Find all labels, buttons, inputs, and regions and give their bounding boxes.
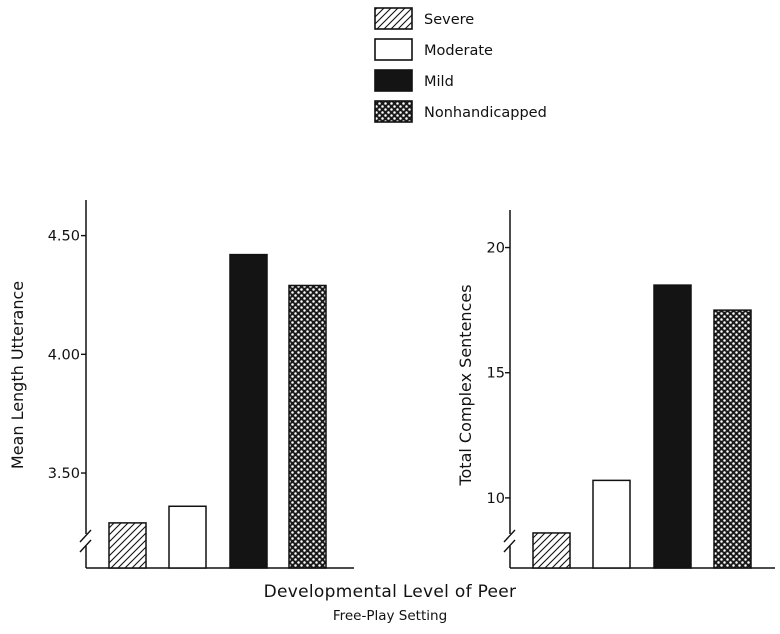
left-bar-severe	[108, 522, 147, 569]
legend-swatch-severe	[374, 7, 413, 30]
right-bar-nonhandicapped	[713, 309, 752, 569]
left-chart-y-axis-label: Mean Length Utterance	[8, 281, 27, 469]
right-bar-mild	[653, 284, 692, 569]
right-axis-break-mark	[503, 539, 516, 553]
left-chart-bars	[108, 253, 327, 569]
right-axis-break-mark	[503, 529, 516, 543]
legend-label-nonhandicapped: Nonhandicapped	[424, 105, 547, 121]
legend-swatch-nonhandicapped	[374, 100, 413, 123]
right-y-tick-label: 20	[487, 241, 505, 257]
left-axis-break-mark	[79, 539, 92, 553]
legend-swatch-moderate	[374, 38, 413, 61]
left-y-tick-label: 4.50	[48, 229, 80, 245]
chart-subtitle: Free-Play Setting	[332, 608, 448, 624]
left-axis-break-mark	[79, 529, 92, 543]
chart-right-total-complex-sentences: 10 15 20 Total Complex Sentences	[456, 210, 775, 569]
right-chart-y-axis-label: Total Complex Sentences	[456, 284, 475, 486]
left-chart-ticks: 3.50 4.00 4.50	[48, 229, 86, 482]
left-y-tick-label: 4.00	[48, 347, 80, 363]
chart-left-mean-length-utterance: 3.50 4.00 4.50 Mean Length Utterance	[8, 200, 354, 569]
legend-label-moderate: Moderate	[424, 43, 493, 59]
left-y-tick-label: 3.50	[48, 466, 80, 482]
right-y-tick-label: 10	[487, 491, 505, 507]
right-bar-severe	[532, 532, 571, 569]
right-y-tick-label: 15	[487, 366, 505, 382]
legend: Severe Moderate Mild Nonhandicapped	[374, 7, 547, 123]
legend-label-severe: Severe	[424, 12, 474, 28]
left-bar-mild	[229, 253, 268, 569]
x-axis-label: Developmental Level of Peer	[263, 582, 517, 602]
right-chart-bars	[532, 284, 752, 569]
left-bar-nonhandicapped	[288, 284, 327, 569]
legend-swatch-mild	[374, 69, 413, 92]
right-chart-ticks: 10 15 20	[487, 241, 510, 507]
left-bar-moderate	[168, 505, 207, 569]
right-bar-moderate	[592, 479, 631, 569]
legend-label-mild: Mild	[424, 74, 454, 90]
